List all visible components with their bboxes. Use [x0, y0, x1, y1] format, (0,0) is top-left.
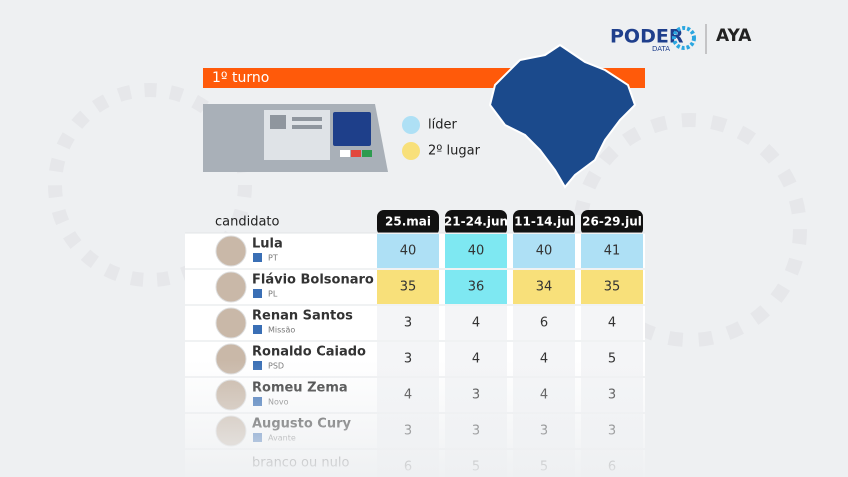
cell-value: 40: [400, 244, 417, 259]
cell-value: 34: [536, 280, 553, 295]
cell: [513, 234, 575, 268]
column-header: candidato: [215, 215, 280, 230]
column-header: 11-14.jul: [514, 215, 574, 229]
cell: [581, 234, 643, 268]
column-header: 21-24.jun: [444, 215, 508, 229]
cell-value: 40: [468, 244, 485, 259]
column-header: 26-29.jul: [582, 215, 642, 229]
brazil-map: [488, 43, 637, 189]
candidate-name: Ronaldo Caiado: [252, 345, 366, 360]
avatar: [215, 271, 247, 303]
legend-swatch: [402, 116, 420, 134]
legend-label: 2º lugar: [428, 144, 481, 159]
cell-value: 3: [404, 352, 412, 367]
cell-value: 4: [608, 316, 616, 331]
cell: [445, 306, 507, 340]
cell-value: 40: [536, 244, 553, 259]
sunburst: [48, 83, 807, 347]
fade-overlay: [180, 360, 650, 477]
cell-value: 5: [608, 352, 616, 367]
cell-value: 4: [540, 352, 548, 367]
avatar: [215, 235, 247, 267]
legend-swatch: [402, 142, 420, 160]
candidate-name: Lula: [252, 237, 283, 252]
cell-value: 3: [404, 316, 412, 331]
party-icon: [253, 253, 262, 262]
cell: [445, 234, 507, 268]
cell-value: 36: [468, 280, 485, 295]
column-tab: [581, 210, 643, 236]
party-name: Missão: [268, 326, 295, 335]
cell: [581, 270, 643, 304]
cell: [445, 270, 507, 304]
cell-value: 35: [604, 280, 621, 295]
cell: [377, 306, 439, 340]
cell: [513, 306, 575, 340]
party-name: PL: [268, 290, 278, 299]
candidate-name: Flávio Bolsonaro: [252, 273, 374, 288]
brand-icon: [672, 26, 696, 50]
column-header: 25.mai: [385, 215, 431, 229]
cell-value: 6: [540, 316, 548, 331]
section-title: 1º turno: [212, 70, 269, 86]
candidate-name: Renan Santos: [252, 309, 353, 324]
party-icon: [253, 289, 262, 298]
partner: AYA: [716, 26, 752, 46]
avatar: [215, 307, 247, 339]
brand: PODER: [610, 26, 684, 48]
cell-value: 4: [472, 352, 480, 367]
voting-machine: [203, 104, 388, 172]
cell: [581, 306, 643, 340]
cell: [513, 270, 575, 304]
column-tab: [513, 210, 575, 236]
column-tab: [377, 210, 439, 236]
cell: [377, 270, 439, 304]
legend-label: líder: [428, 118, 457, 133]
party-icon: [253, 325, 262, 334]
party-name: PT: [268, 254, 278, 263]
cell-value: 35: [400, 280, 417, 295]
cell: [377, 234, 439, 268]
brand-sub: DATA: [652, 45, 670, 53]
column-tab: [445, 210, 507, 236]
cell-value: 41: [604, 244, 621, 259]
cell-value: 4: [472, 316, 480, 331]
